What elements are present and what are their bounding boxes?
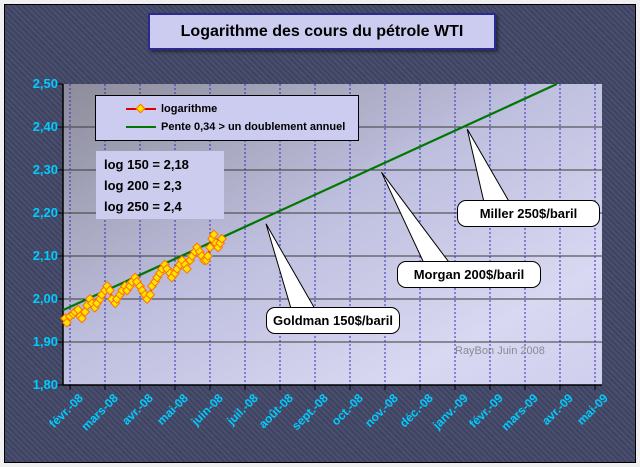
diamond-data-marker (208, 229, 219, 240)
callout-morgan-label: Morgan 200$/baril (413, 267, 525, 282)
diamond-data-marker (76, 313, 87, 324)
callout-morgan: Morgan 200$/baril (397, 261, 541, 288)
legend-label-logarithme: logarithme (161, 102, 218, 115)
diamond-data-marker (104, 285, 115, 296)
diamond-data-marker (181, 263, 192, 274)
y-tick-label: 2,10 (32, 248, 58, 263)
y-tick-label: 1,80 (32, 377, 58, 392)
callout-goldman: Goldman 150$/baril (266, 307, 400, 334)
chart-title-box: Logarithme des cours du pétrole WTI (148, 13, 496, 50)
diamond-marker-icon (135, 103, 146, 114)
y-tick-label: 2,50 (32, 76, 58, 91)
chart-title: Logarithme des cours du pétrole WTI (180, 22, 464, 40)
diamond-data-marker (145, 289, 156, 300)
log-note-line-1: log 150 = 2,18 (104, 157, 189, 172)
log-values-note: log 150 = 2,18 log 200 = 2,3 log 250 = 2… (96, 151, 224, 219)
y-tick-label: 1,90 (32, 334, 58, 349)
green-line-marker-icon (126, 126, 156, 129)
log-note-line-2: log 200 = 2,3 (104, 178, 182, 193)
watermark: RayBon Juin 2008 (455, 345, 545, 357)
trend-line-series (62, 82, 558, 312)
y-tick-label: 2,00 (32, 291, 58, 306)
legend-label-pente: Pente 0,34 > un doublement annuel (161, 121, 346, 134)
legend-item-logarithme: logarithme (126, 103, 358, 115)
callout-miller: Miller 250$/baril (457, 200, 600, 227)
diamond-data-marker (216, 233, 227, 244)
diamond-data-marker (202, 250, 213, 262)
legend-item-pente: Pente 0,34 > un doublement annuel (126, 121, 358, 133)
diamond-data-marker (204, 242, 216, 253)
y-tick-label: 2,30 (32, 162, 58, 177)
y-tick-label: 2,20 (32, 205, 58, 220)
red-line-marker-icon (126, 103, 156, 114)
diamond-data-marker (61, 317, 72, 328)
legend: logarithme Pente 0,34 > un doublement an… (95, 95, 359, 141)
callout-miller-label: Miller 250$/baril (479, 206, 578, 221)
callout-goldman-label: Goldman 150$/baril (273, 313, 393, 328)
log-note-line-3: log 250 = 2,4 (104, 199, 182, 214)
y-tick-label: 2,40 (32, 119, 58, 134)
